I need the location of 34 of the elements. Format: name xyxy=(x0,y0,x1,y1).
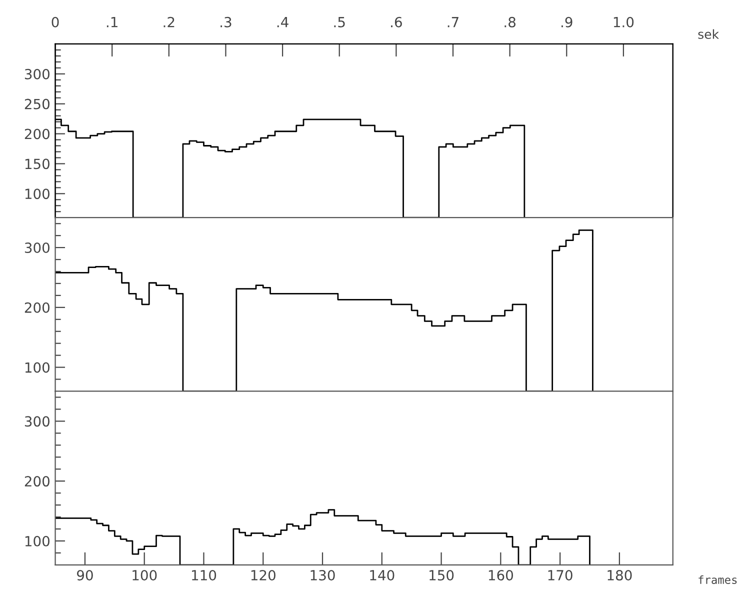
x2-tick-label: .4 xyxy=(277,17,288,28)
x2-tick-label: .7 xyxy=(448,17,458,28)
x2-tick-label: .9 xyxy=(561,16,572,28)
x2-tick-label: 1.0 xyxy=(614,16,634,28)
x2-tick-label: .1 xyxy=(106,17,118,28)
x-tick-label: 100 xyxy=(132,570,157,581)
x2-tick-label: 0 xyxy=(52,16,59,28)
x-tick-label: 170 xyxy=(548,570,572,581)
x2-axis-title: sek xyxy=(698,29,719,39)
x2-tick-label: .6 xyxy=(391,16,402,28)
y-tick-label: 300 xyxy=(24,68,50,80)
x-tick-label: 120 xyxy=(251,570,276,581)
x-tick-label: 110 xyxy=(192,570,216,581)
x-tick-label: 90 xyxy=(77,570,93,581)
x2-tick-label: .5 xyxy=(334,17,345,28)
y-tick-label: 200 xyxy=(24,476,50,487)
x-tick-label: 150 xyxy=(430,570,454,581)
x2-tick-label: .2 xyxy=(164,16,174,28)
y-tick-label: 100 xyxy=(25,536,50,546)
y-tick-label: 100 xyxy=(25,362,50,373)
y-tick-label: 250 xyxy=(24,98,50,110)
y-tick-label: 300 xyxy=(24,242,50,254)
y-tick-label: 200 xyxy=(24,128,50,140)
x-tick-label: 130 xyxy=(310,570,335,581)
x-tick-label: 160 xyxy=(488,570,513,581)
y-tick-label: 200 xyxy=(24,302,50,313)
x2-tick-label: .3 xyxy=(220,16,232,28)
x2-tick-label: .8 xyxy=(504,16,516,28)
x-tick-label: 140 xyxy=(370,570,394,581)
x-axis-title: frames xyxy=(698,575,737,584)
x-tick-label: 180 xyxy=(608,570,632,581)
y-tick-label: 150 xyxy=(25,158,50,170)
y-tick-label: 100 xyxy=(25,188,50,200)
y-tick-label: 300 xyxy=(24,416,50,427)
